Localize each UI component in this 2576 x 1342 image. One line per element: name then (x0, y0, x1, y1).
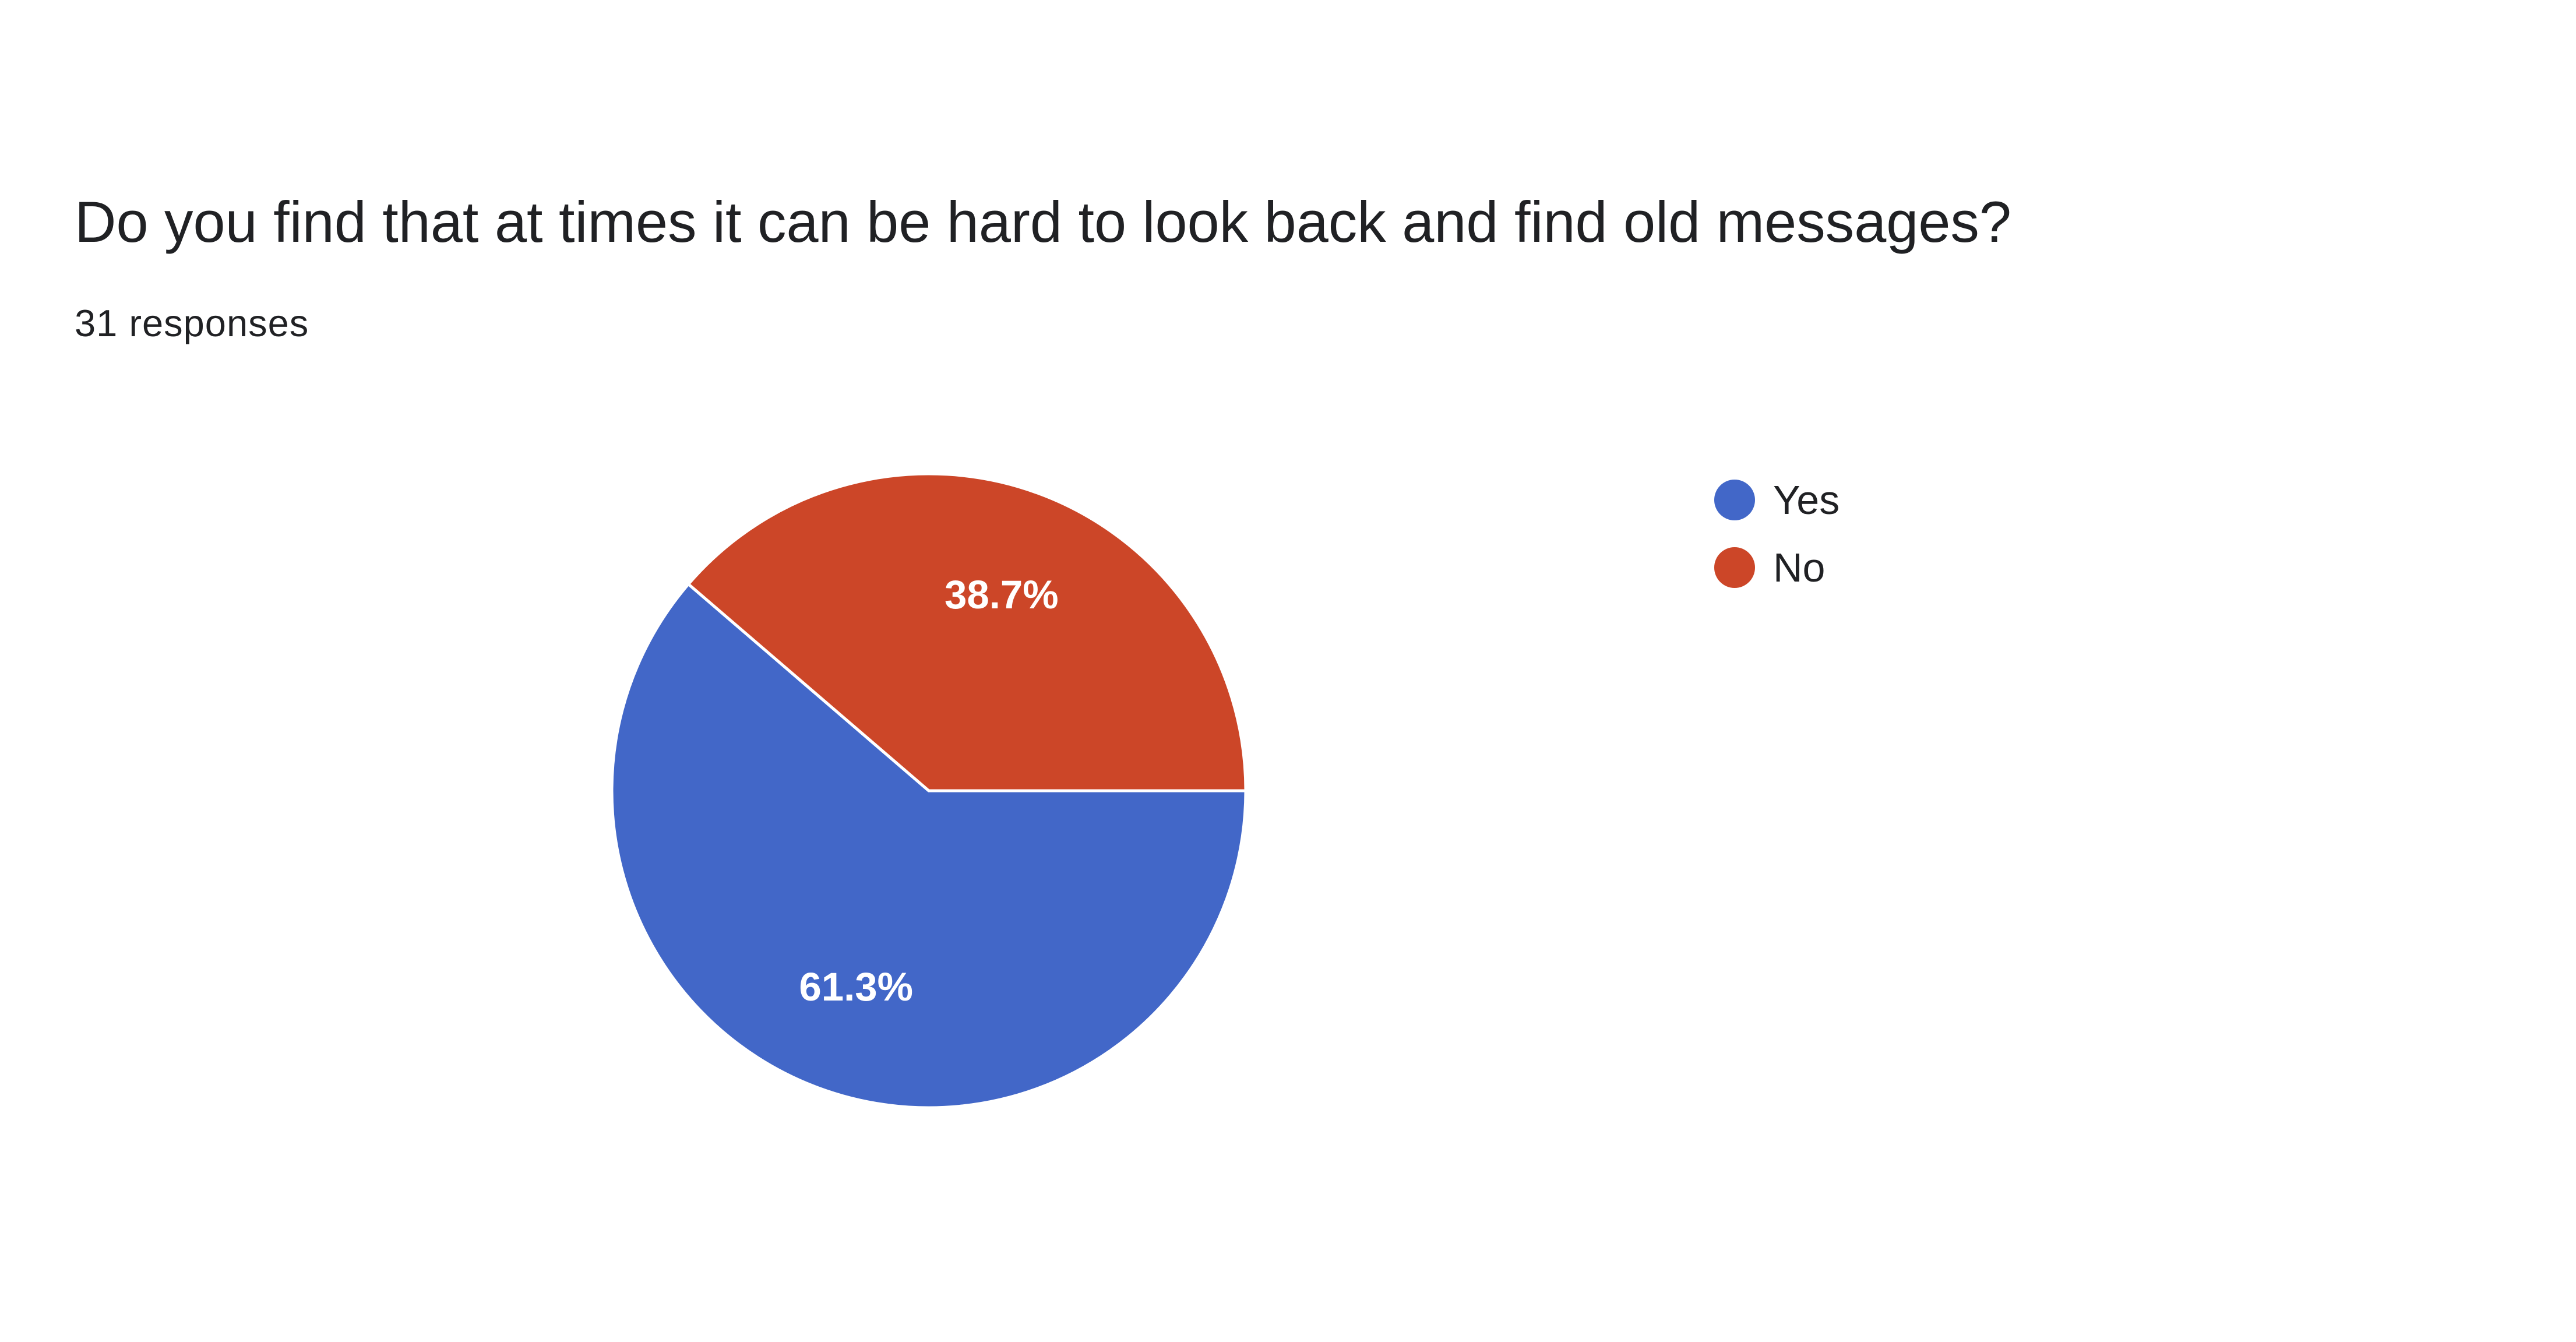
pie-label-no: 38.7% (945, 572, 1059, 617)
pie-label-yes: 61.3% (799, 964, 913, 1009)
pie-slices (610, 472, 1248, 1109)
pie-slice-no[interactable] (686, 472, 1248, 792)
legend-swatch-yes (1714, 480, 1755, 520)
legend-item-no[interactable]: No (1714, 534, 1840, 601)
pie-labels: 61.3% 38.7% (799, 572, 1058, 1009)
pie-slice-yes[interactable] (610, 582, 1248, 1109)
question-title: Do you find that at times it can be hard… (75, 189, 2011, 254)
legend-label-no: No (1773, 545, 1826, 590)
legend: Yes No (1714, 466, 1840, 601)
legend-label-yes: Yes (1773, 477, 1840, 523)
response-count: 31 responses (75, 302, 309, 344)
legend-item-yes[interactable]: Yes (1714, 466, 1840, 534)
legend-swatch-no (1714, 547, 1755, 588)
